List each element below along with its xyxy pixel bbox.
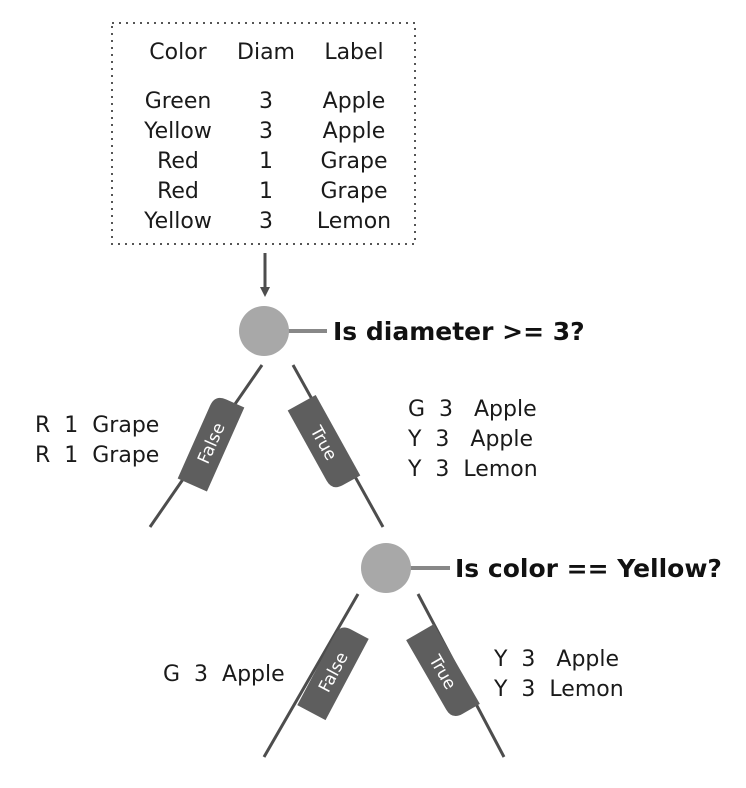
- node-circle: [361, 543, 411, 593]
- table-row: Red 1 Grape: [157, 149, 387, 174]
- table-border: [111, 22, 416, 245]
- table-row: Yellow 3 Lemon: [143, 209, 391, 234]
- cell-color: Green: [145, 89, 212, 114]
- table-row: Red 1 Grape: [157, 179, 387, 204]
- sample-row: G 3 Apple: [163, 662, 285, 687]
- sample-row: R 1 Grape: [35, 413, 159, 438]
- node-circle: [239, 306, 289, 356]
- sample-row: Y 3 Apple: [407, 427, 533, 452]
- cell-diam: 1: [259, 149, 273, 174]
- cell-label: Apple: [323, 119, 386, 144]
- cell-diam: 3: [259, 209, 273, 234]
- true-leaf-samples: Y 3 Apple Y 3 Lemon: [493, 647, 624, 702]
- cell-label: Apple: [323, 89, 386, 114]
- cell-color: Red: [157, 149, 199, 174]
- sample-row: Y 3 Lemon: [493, 677, 624, 702]
- true-branch-samples: G 3 Apple Y 3 Apple Y 3 Lemon: [407, 397, 538, 482]
- false-branch-line: [262, 593, 360, 758]
- table-row: Yellow 3 Apple: [143, 119, 385, 144]
- cell-color: Yellow: [143, 119, 212, 144]
- false-branch-tag: False: [177, 397, 245, 492]
- table-row: Green 3 Apple: [145, 89, 386, 114]
- decision-node-color: False True Is color == Yellow? G 3 Apple…: [163, 543, 722, 758]
- decision-node-root: False True Is diameter >= 3? R 1 Grape R…: [35, 306, 585, 528]
- false-branch-tag: False: [297, 627, 369, 721]
- cell-diam: 3: [259, 89, 273, 114]
- cell-diam: 1: [259, 179, 273, 204]
- cell-diam: 3: [259, 119, 273, 144]
- column-header-diam: Diam: [237, 40, 295, 65]
- sample-row: Y 3 Lemon: [407, 457, 538, 482]
- sample-row: G 3 Apple: [408, 397, 537, 422]
- sample-row: R 1 Grape: [35, 443, 159, 468]
- cell-label: Grape: [320, 149, 387, 174]
- cell-color: Yellow: [143, 209, 212, 234]
- cell-label: Lemon: [317, 209, 391, 234]
- column-header-color: Color: [149, 40, 207, 65]
- false-leaf-samples: G 3 Apple: [163, 662, 285, 687]
- sample-row: Y 3 Apple: [493, 647, 619, 672]
- false-leaf-samples: R 1 Grape R 1 Grape: [35, 413, 159, 468]
- column-header-label: Label: [324, 40, 383, 65]
- true-branch-tag: True: [287, 395, 361, 488]
- cell-color: Red: [157, 179, 199, 204]
- node-question: Is diameter >= 3?: [333, 317, 585, 346]
- dataset-table: Color Diam Label Green 3 Apple Yellow 3 …: [111, 22, 416, 245]
- cell-label: Grape: [320, 179, 387, 204]
- node-question: Is color == Yellow?: [455, 554, 722, 583]
- true-branch-tag: True: [406, 624, 480, 717]
